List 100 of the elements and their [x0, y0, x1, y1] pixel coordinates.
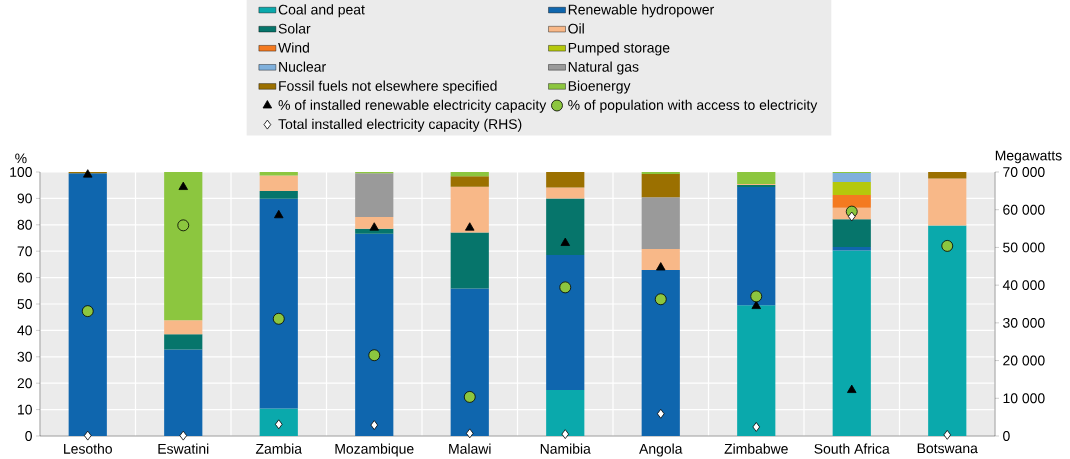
bar: [450, 172, 489, 177]
bar: [832, 219, 871, 247]
y2-tick-label: 20 000: [1003, 355, 1045, 366]
legend-label: Wind: [278, 42, 309, 53]
bar: [164, 320, 203, 335]
x-tick-label: Zimbabwe: [724, 443, 788, 454]
bar: [450, 186, 489, 233]
point: [559, 281, 572, 294]
y2-tick-label: 40 000: [1002, 280, 1045, 291]
bar: [259, 191, 298, 199]
point: [654, 293, 667, 306]
legend-label: Natural gas: [568, 61, 639, 75]
bar: [928, 225, 967, 436]
point: [465, 428, 474, 439]
point: [83, 430, 92, 441]
y2-tick-label: 70 000: [1003, 167, 1045, 177]
legend-label: Solar: [278, 23, 311, 34]
legend-label: Pumped storage: [568, 42, 670, 56]
bar: [450, 288, 489, 436]
bar: [164, 334, 203, 350]
y-tick-label: 80: [17, 219, 32, 230]
bar: [832, 194, 871, 208]
y-tick-label: 90: [17, 193, 32, 204]
bar: [164, 349, 203, 436]
bar: [832, 173, 871, 183]
y2-tick-label: 0: [1003, 431, 1010, 441]
legend-label: Renewable hydropower: [568, 4, 714, 18]
legend-label: Oil: [568, 23, 584, 34]
point: [368, 349, 381, 362]
bar: [641, 249, 680, 270]
bar: [546, 390, 585, 436]
bar: [928, 172, 967, 179]
point: [560, 237, 570, 246]
legend-label: Nuclear: [279, 61, 326, 72]
bar: [546, 198, 585, 255]
point: [178, 181, 188, 190]
x-tick-label: Mozambique: [335, 443, 414, 457]
x-tick-label: Botswana: [917, 443, 978, 454]
y-axis-title: %: [15, 153, 27, 164]
point: [177, 219, 190, 232]
point: [463, 391, 476, 403]
y2-tick-label: 30 000: [1003, 317, 1045, 328]
point: [656, 262, 666, 271]
bar: [259, 408, 298, 436]
bar: [68, 173, 107, 436]
point: [369, 222, 379, 231]
point: [847, 384, 857, 393]
bar: [450, 232, 489, 289]
y-tick-label: 60: [17, 272, 32, 283]
y2-tick-label: 60 000: [1003, 204, 1045, 215]
y2-axis-title: Megawatts: [995, 150, 1062, 164]
bar: [259, 175, 298, 192]
y2-tick-label: 10 000: [1003, 393, 1045, 404]
x-tick-label: Eswatini: [158, 443, 209, 454]
y-tick-label: 70: [17, 246, 32, 257]
bar: [355, 233, 394, 436]
bar: [641, 174, 680, 198]
legend-label: Fossil fuels not elsewhere specified: [279, 80, 497, 94]
point: [943, 429, 952, 440]
bar: [641, 172, 680, 175]
point: [179, 430, 188, 441]
y-tick-label: 100: [10, 167, 32, 177]
x-tick-label: South Africa: [814, 443, 890, 454]
bar: [450, 176, 489, 187]
bar: [164, 172, 203, 321]
point: [370, 420, 379, 430]
x-tick-label: Lesotho: [64, 443, 112, 454]
bar: [737, 172, 776, 184]
legend-label: Bioenergy: [568, 80, 631, 94]
bar: [546, 172, 585, 188]
bar: [737, 187, 776, 306]
y-tick-label: 0: [25, 431, 32, 441]
point: [272, 312, 285, 325]
x-tick-label: Zambia: [255, 443, 303, 454]
point: [274, 209, 284, 219]
y-tick-label: 30: [17, 351, 32, 362]
y-tick-label: 50: [17, 299, 32, 309]
bar: [737, 305, 776, 436]
point: [465, 222, 475, 231]
point: [750, 290, 763, 303]
bar: [546, 187, 585, 199]
legend-label: Coal and peat: [278, 4, 365, 18]
point: [81, 305, 94, 318]
y2-tick-label: 50 000: [1003, 242, 1045, 253]
bar: [355, 216, 394, 229]
point: [847, 211, 856, 222]
bar: [641, 269, 680, 436]
point: [656, 408, 665, 419]
point: [274, 419, 283, 430]
y-tick-label: 10: [18, 404, 32, 415]
y-tick-label: 40: [17, 325, 32, 336]
legend-label: % of population with access to electricity: [568, 99, 818, 113]
x-tick-label: Malawi: [449, 443, 491, 454]
point: [751, 300, 761, 310]
x-tick-label: Namibia: [540, 443, 591, 454]
y-tick-label: 20: [17, 378, 32, 389]
bar: [546, 254, 585, 391]
point: [941, 240, 954, 252]
bar: [928, 178, 967, 226]
bar: [259, 198, 298, 409]
